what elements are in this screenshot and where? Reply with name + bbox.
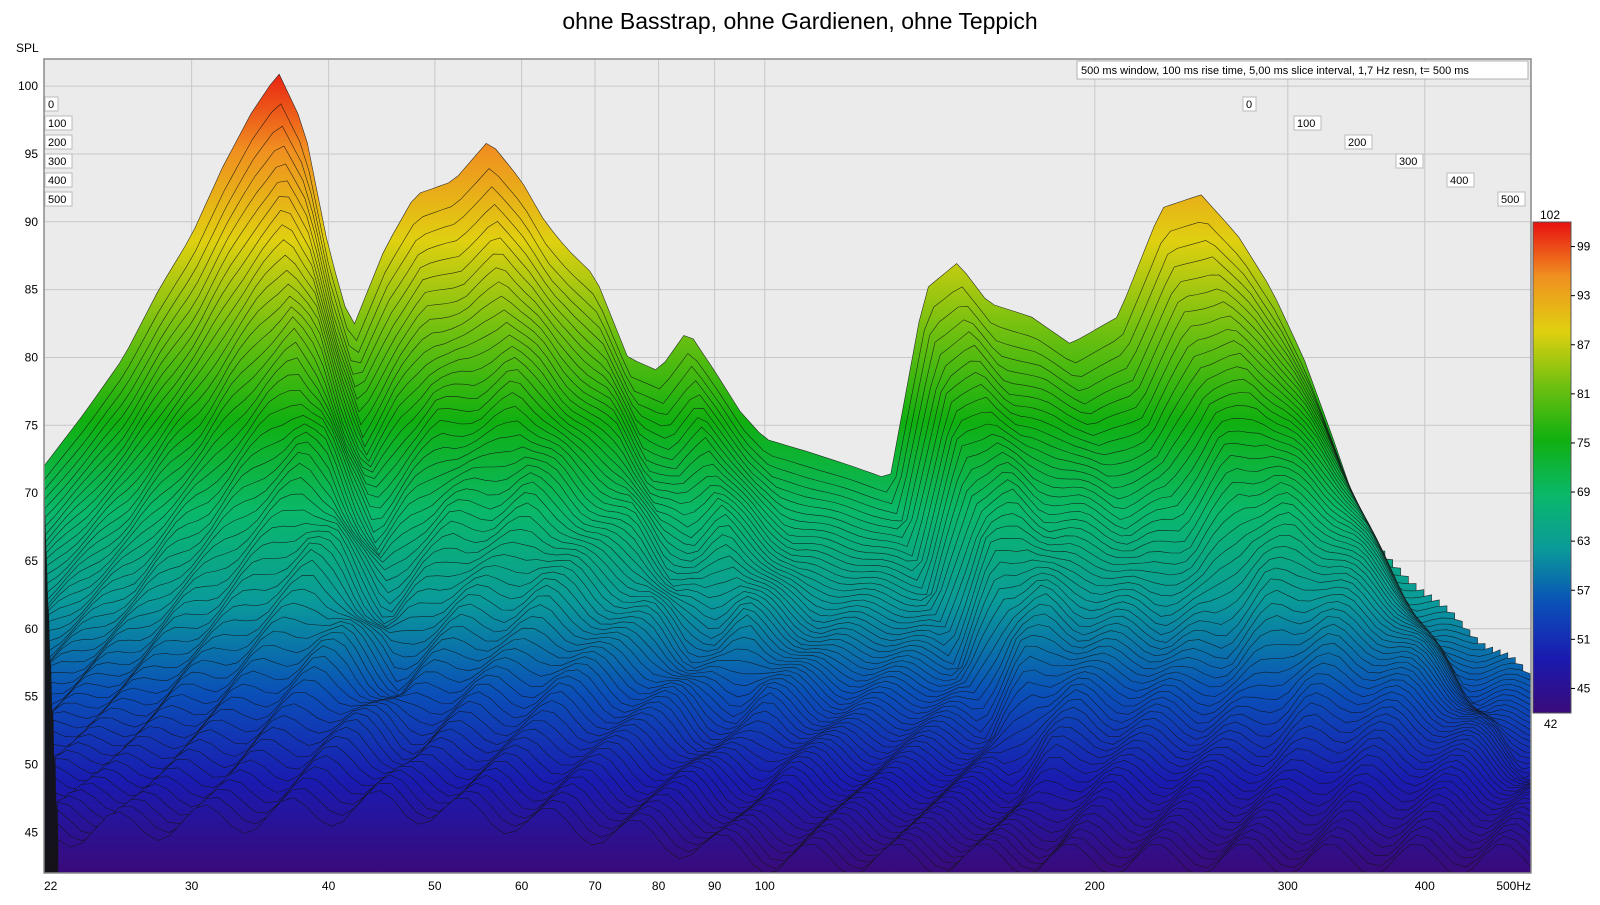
colorbar-ticks: 45 51 57 63 69 75 81 87 93 99: [1571, 240, 1591, 695]
x-tick-label: 500Hz: [1496, 879, 1531, 893]
axes: 45 50 55 60 65 70 75 80 85 90 95 100 22 30 40 50 60 70 80 9…: [18, 79, 1531, 893]
time-label-right: 0: [1242, 96, 1257, 112]
time-label-left: 500: [44, 191, 73, 207]
colorbar-tick-label: 75: [1577, 436, 1591, 450]
x-tick-label: 30: [185, 879, 199, 893]
y-tick-label: 55: [25, 690, 39, 704]
x-tick-label: 200: [1085, 879, 1105, 893]
annotation-box: [1076, 60, 1529, 80]
svg-text:0: 0: [1246, 99, 1252, 111]
svg-text:200: 200: [48, 137, 66, 149]
colorbar-tick-label: 81: [1577, 387, 1591, 401]
y-tick-label: 80: [25, 350, 39, 364]
plot-frame: [43, 58, 1532, 874]
y-tick-label: 50: [25, 757, 39, 771]
svg-text:100: 100: [1297, 118, 1315, 130]
x-tick-label: 60: [515, 879, 529, 893]
svg-text:500: 500: [48, 194, 66, 206]
y-tick-label: 85: [25, 283, 39, 297]
time-label-right: 200: [1344, 134, 1373, 150]
svg-text:0: 0: [48, 99, 54, 111]
x-tick-label: 400: [1415, 879, 1435, 893]
time-label-right: 500: [1497, 191, 1526, 207]
chart-title: ohne Basstrap, ohne Gardienen, ohne Tepp…: [562, 8, 1038, 34]
colorbar-tick-label: 99: [1577, 240, 1591, 254]
time-label-left: 100: [44, 115, 73, 131]
time-label-left: 300: [44, 153, 73, 169]
y-tick-label: 95: [25, 147, 39, 161]
colorbar-gradient: [1532, 221, 1572, 714]
y-tick-label: 60: [25, 622, 39, 636]
colorbar-tick-label: 69: [1577, 485, 1591, 499]
time-label-left: 0: [44, 96, 59, 112]
x-tick-label: 90: [708, 879, 722, 893]
y-tick-label: 75: [25, 418, 39, 432]
colorbar-tick-label: 63: [1577, 534, 1591, 548]
x-tick-label: 40: [322, 879, 336, 893]
colorbar-tick-label: 57: [1577, 583, 1591, 597]
time-label-left: 200: [44, 134, 73, 150]
x-tick-label: 100: [755, 879, 775, 893]
x-tick-label: 70: [588, 879, 602, 893]
y-tick-label: 100: [18, 79, 38, 93]
time-label-right: 100: [1293, 115, 1322, 131]
x-tick-label: 22: [44, 879, 58, 893]
colorbar-tick-label: 87: [1577, 338, 1591, 352]
colorbar-max-label: 102: [1540, 208, 1560, 222]
x-tick-label: 300: [1278, 879, 1298, 893]
annotation-text: 500 ms window, 100 ms rise time, 5,00 ms…: [1081, 65, 1469, 77]
y-tick-label: 65: [25, 554, 39, 568]
colorbar: 102 42 45 51 57 63 69 75 81 87 93 99: [1532, 208, 1591, 731]
colorbar-tick-label: 93: [1577, 289, 1591, 303]
svg-text:400: 400: [48, 175, 66, 187]
colorbar-tick-label: 51: [1577, 632, 1591, 646]
colorbar-min-label: 42: [1544, 717, 1558, 731]
svg-text:100: 100: [48, 118, 66, 130]
svg-text:500: 500: [1501, 194, 1519, 206]
time-label-right: 400: [1446, 172, 1475, 188]
y-tick-label: 90: [25, 215, 39, 229]
time-label-left: 400: [44, 172, 73, 188]
y-tick-label: 70: [25, 486, 39, 500]
time-label-right: 300: [1395, 153, 1424, 169]
x-tick-label: 50: [428, 879, 442, 893]
svg-text:300: 300: [1399, 156, 1417, 168]
y-axis-label: SPL: [16, 41, 39, 55]
svg-text:200: 200: [1348, 137, 1366, 149]
colorbar-tick-label: 45: [1577, 681, 1591, 695]
waterfall-slices: [44, 73, 1531, 873]
svg-text:300: 300: [48, 156, 66, 168]
x-tick-label: 80: [652, 879, 666, 893]
y-tick-label: 45: [25, 825, 39, 839]
svg-text:400: 400: [1450, 175, 1468, 187]
